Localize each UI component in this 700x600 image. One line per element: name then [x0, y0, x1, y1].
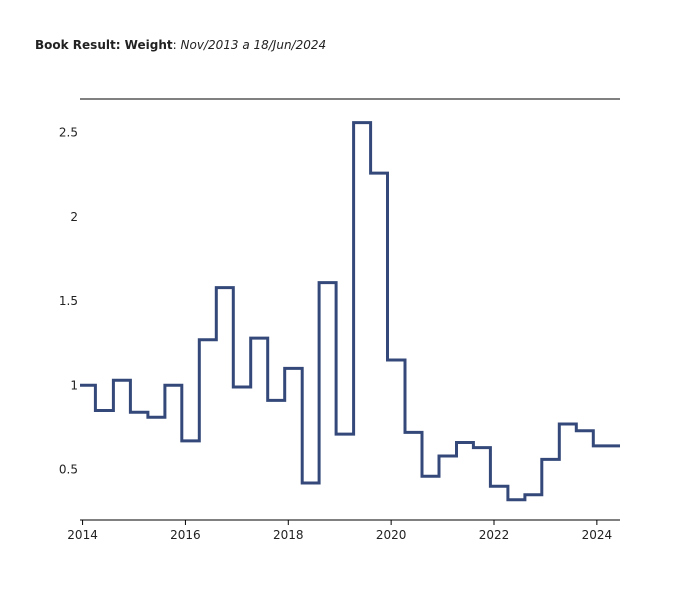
- x-tick-label: 2014: [67, 528, 98, 542]
- x-axis-ticks: 2014 2016 2018 2020 2022 2024: [67, 520, 612, 542]
- y-axis-ticks: 0.5 1 1.5 2 2.5: [59, 126, 78, 477]
- chart-title-label: Book Result: Weight: [35, 38, 173, 52]
- x-tick-label: 2020: [376, 528, 407, 542]
- y-tick-label: 0.5: [59, 462, 78, 476]
- y-tick-label: 1: [70, 378, 78, 392]
- x-tick-label: 2022: [479, 528, 510, 542]
- chart-title-range: Nov/2013 a 18/Jun/2024: [180, 38, 327, 52]
- series-step-line: [80, 121, 620, 502]
- y-tick-label: 2.5: [59, 126, 78, 140]
- x-tick-label: 2024: [582, 528, 613, 542]
- x-tick-label: 2016: [170, 528, 201, 542]
- y-tick-label: 1.5: [59, 294, 78, 308]
- series-group: [80, 121, 620, 502]
- y-tick-label: 2: [70, 210, 78, 224]
- chart-title: Book Result: Weight: Nov/2013 a 18/Jun/2…: [35, 38, 326, 52]
- x-tick-label: 2018: [273, 528, 304, 542]
- chart-title-separator: :: [172, 38, 177, 52]
